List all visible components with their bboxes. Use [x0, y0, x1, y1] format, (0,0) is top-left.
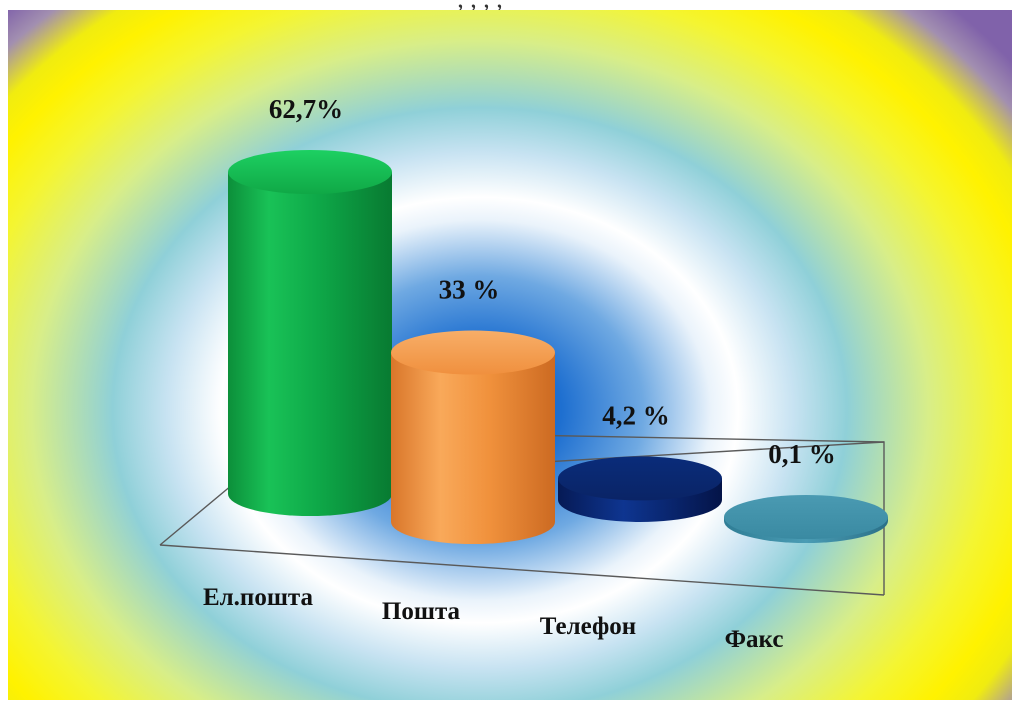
top-text-svg: , , , ,: [457, 0, 503, 10]
top-text-fragment: , , , ,: [0, 0, 1020, 10]
category-label: Телефон: [540, 613, 636, 640]
value-labels-layer: 62,7% 33 % 4,2 % 0,1 %: [269, 94, 836, 469]
bar-top-cap: [391, 330, 555, 375]
category-label: Ел.пошта: [203, 584, 314, 611]
category-label: Факс: [725, 626, 784, 653]
value-label: 33 %: [439, 275, 500, 305]
category-labels-layer: Ел.пошта Пошта Телефон Факс: [203, 584, 783, 653]
bar-body: [391, 352, 555, 544]
bar-top-cap: [228, 150, 392, 194]
value-label: 0,1 %: [768, 439, 836, 469]
bar-3: [558, 456, 722, 522]
chart-area: 62,7% 33 % 4,2 % 0,1 % Ел.пошта Пошта Телефон…: [8, 10, 1012, 700]
value-label: 4,2 %: [602, 400, 670, 430]
top-text: , , , ,: [457, 3, 503, 10]
bars-layer: [228, 150, 888, 544]
bar-1: [228, 150, 392, 516]
value-label: 62,7%: [269, 94, 343, 124]
bar-top-cap: [558, 456, 722, 501]
cylinder-bar-chart: 62,7% 33 % 4,2 % 0,1 % Ел.пошта Пошта Телефон…: [159, 94, 888, 653]
bar-2: [391, 330, 555, 544]
bar-4: [724, 495, 888, 543]
category-label: Пошта: [382, 598, 461, 625]
bar-body: [228, 172, 392, 516]
bar-top-cap: [724, 495, 888, 539]
